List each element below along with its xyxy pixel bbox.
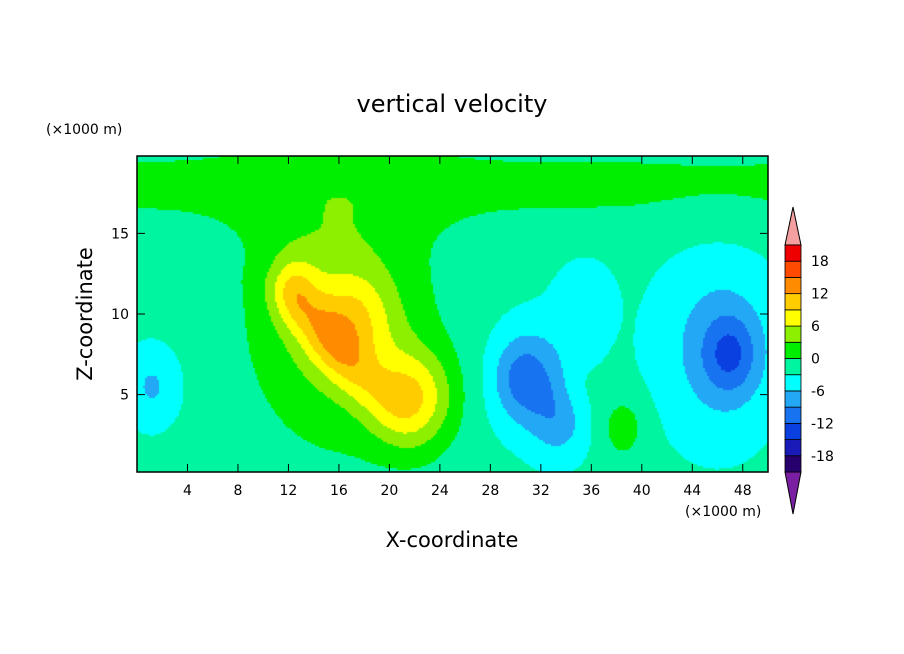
colorbar-label: -18 xyxy=(811,449,834,465)
colorbar-swatch xyxy=(784,374,802,392)
velocity-field xyxy=(137,156,768,472)
colorbar-swatch xyxy=(784,260,802,278)
y-tick-label: 15 xyxy=(111,226,129,242)
x-tick-label: 44 xyxy=(683,483,701,499)
x-tick-label: 20 xyxy=(380,483,398,499)
x-tick-label: 4 xyxy=(183,483,192,499)
y-axis-label: Z-coordinate xyxy=(73,247,97,381)
colorbar-swatch xyxy=(784,358,802,376)
colorbar-label: -12 xyxy=(811,416,834,432)
chart-title: vertical velocity xyxy=(357,90,548,118)
y-unit-label: (×1000 m) xyxy=(46,122,122,138)
x-tick-label: 40 xyxy=(633,483,651,499)
colorbar-swatch xyxy=(784,406,802,424)
colorbar-extend-high xyxy=(784,206,802,246)
colorbar-swatch xyxy=(784,277,802,295)
colorbar-label: 0 xyxy=(811,352,820,368)
x-tick-label: 48 xyxy=(734,483,752,499)
colorbar-swatch xyxy=(784,439,802,457)
x-axis-ticks: 4 8 12 16 20 24 28 32 36 40 44 48 xyxy=(183,156,752,499)
colorbar-extend-low xyxy=(784,471,802,515)
x-tick-label: 16 xyxy=(330,483,348,499)
x-tick-label: 36 xyxy=(582,483,600,499)
colorbar-swatch xyxy=(784,325,802,343)
x-tick-label: 12 xyxy=(280,483,298,499)
y-axis-ticks: 5 10 15 xyxy=(111,226,768,404)
colorbar-swatch xyxy=(784,390,802,408)
x-tick-label: 8 xyxy=(233,483,242,499)
x-tick-label: 32 xyxy=(532,483,550,499)
colorbar-label: 18 xyxy=(811,254,829,270)
x-axis-label: X-coordinate xyxy=(386,528,519,552)
x-tick-label: 24 xyxy=(431,483,449,499)
colorbar-swatch xyxy=(784,293,802,311)
x-tick-label: 28 xyxy=(481,483,499,499)
colorbar-label: 6 xyxy=(811,319,820,335)
colorbar-label: 12 xyxy=(811,287,829,303)
y-tick-label: 10 xyxy=(111,307,129,323)
colorbar-swatch xyxy=(784,341,802,359)
x-unit-label: (×1000 m) xyxy=(685,504,761,520)
colorbar-label: -6 xyxy=(811,384,825,400)
colorbar-swatch xyxy=(784,422,802,440)
colorbar: -18 -12 -6 0 6 12 18 xyxy=(784,206,834,515)
y-tick-label: 5 xyxy=(120,388,129,404)
colorbar-swatch xyxy=(784,309,802,327)
colorbar-swatch xyxy=(784,244,802,262)
colorbar-swatch xyxy=(784,455,802,473)
